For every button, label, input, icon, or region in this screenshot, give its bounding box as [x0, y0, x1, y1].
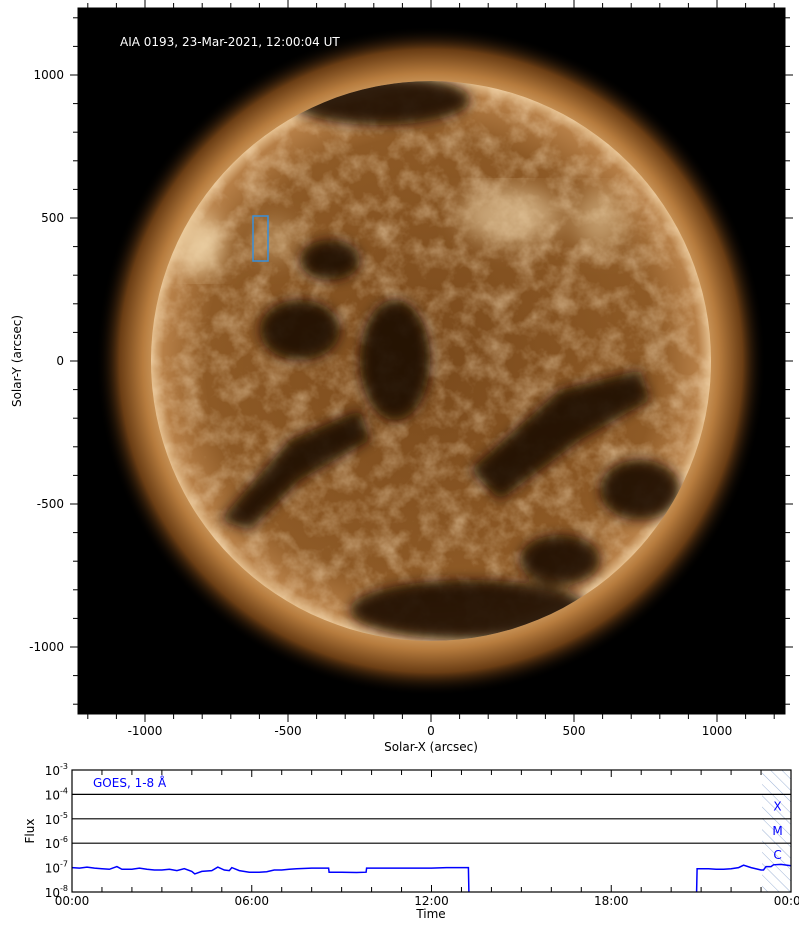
x-tick-label: 18:00	[594, 894, 629, 908]
class-label: C	[773, 848, 781, 862]
solar-image: AIA 0193, 23-Mar-2021, 12:00:04 UT	[78, 8, 785, 714]
x-tick-label: 00:00	[55, 894, 90, 908]
y-tick-label: 500	[41, 211, 64, 225]
goes-flux-line	[695, 863, 792, 893]
y-tick-label: 10-4	[45, 786, 68, 802]
y-tick-label: -500	[37, 497, 64, 511]
y-tick-label: 10-3	[45, 762, 68, 778]
image-title: AIA 0193, 23-Mar-2021, 12:00:04 UT	[120, 35, 340, 49]
image-xlabel: Solar-X (arcsec)	[384, 740, 478, 754]
x-tick-label: 12:00	[414, 894, 449, 908]
region-box	[252, 215, 269, 262]
y-tick-label: 10-5	[45, 811, 68, 827]
x-tick-label: 00:00	[774, 894, 799, 908]
goes-xlabel: Time	[415, 907, 445, 921]
hatched-region	[762, 770, 791, 892]
y-tick-label: 10-7	[45, 860, 68, 876]
x-tick-label: -1000	[128, 724, 163, 738]
goes-plot: XMC00:0006:0012:0018:0000:0010-810-710-6…	[23, 762, 799, 921]
goes-flux-line	[71, 865, 470, 893]
goes-title: GOES, 1-8 Å	[93, 775, 167, 790]
active-regions	[178, 187, 625, 275]
x-tick-label: 1000	[702, 724, 733, 738]
image-axes: -1000 -500 0 500 1000 -1000 -500 0 500 1000	[29, 0, 793, 738]
y-tick-label: 10-8	[45, 884, 68, 900]
image-ylabel: Solar-Y (arcsec)	[10, 315, 24, 407]
x-tick-label: 06:00	[234, 894, 269, 908]
x-tick-label: 0	[427, 724, 435, 738]
x-tick-label: 500	[563, 724, 586, 738]
y-tick-label: 1000	[33, 68, 64, 82]
y-tick-label: 0	[56, 354, 64, 368]
y-tick-label: 10-6	[45, 835, 68, 851]
class-label: M	[772, 824, 782, 838]
goes-ylabel: Flux	[23, 819, 37, 844]
x-tick-label: -500	[274, 724, 301, 738]
class-label: X	[773, 799, 781, 813]
y-tick-label: -1000	[29, 640, 64, 654]
